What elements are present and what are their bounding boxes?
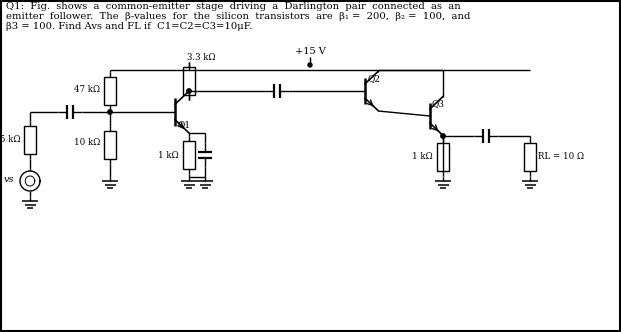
Circle shape xyxy=(187,89,191,93)
Text: RL = 10 Ω: RL = 10 Ω xyxy=(538,152,584,161)
Text: Q3: Q3 xyxy=(432,99,445,108)
Text: 3.3 kΩ: 3.3 kΩ xyxy=(187,53,215,62)
Text: 1 kΩ: 1 kΩ xyxy=(412,152,433,161)
Text: +15 V: +15 V xyxy=(294,47,325,56)
Circle shape xyxy=(308,63,312,67)
Text: Q1: Q1 xyxy=(177,120,190,129)
Bar xyxy=(104,130,116,158)
Text: vs: vs xyxy=(4,175,14,184)
Bar xyxy=(24,125,36,153)
Text: Q2: Q2 xyxy=(367,74,380,83)
Bar xyxy=(183,141,195,169)
Text: Q1:  Fig.  shows  a  common-emitter  stage  driving  a  Darlington  pair  connec: Q1: Fig. shows a common-emitter stage dr… xyxy=(6,2,461,11)
Text: 47 kΩ: 47 kΩ xyxy=(74,85,100,94)
Circle shape xyxy=(108,110,112,114)
Bar xyxy=(183,66,195,95)
Bar xyxy=(437,142,449,171)
Text: emitter  follower.  The  β-values  for  the  silicon  transistors  are  β₁ =  20: emitter follower. The β-values for the s… xyxy=(6,12,470,21)
Bar xyxy=(524,142,536,171)
Circle shape xyxy=(441,134,445,138)
Text: 1 kΩ: 1 kΩ xyxy=(158,150,179,159)
Text: β3 = 100. Find Avs and FL if  C1=C2=C3=10μF.: β3 = 100. Find Avs and FL if C1=C2=C3=10… xyxy=(6,22,252,31)
Text: 5 kΩ: 5 kΩ xyxy=(0,135,20,144)
Text: 10 kΩ: 10 kΩ xyxy=(74,138,100,147)
Bar xyxy=(104,77,116,105)
